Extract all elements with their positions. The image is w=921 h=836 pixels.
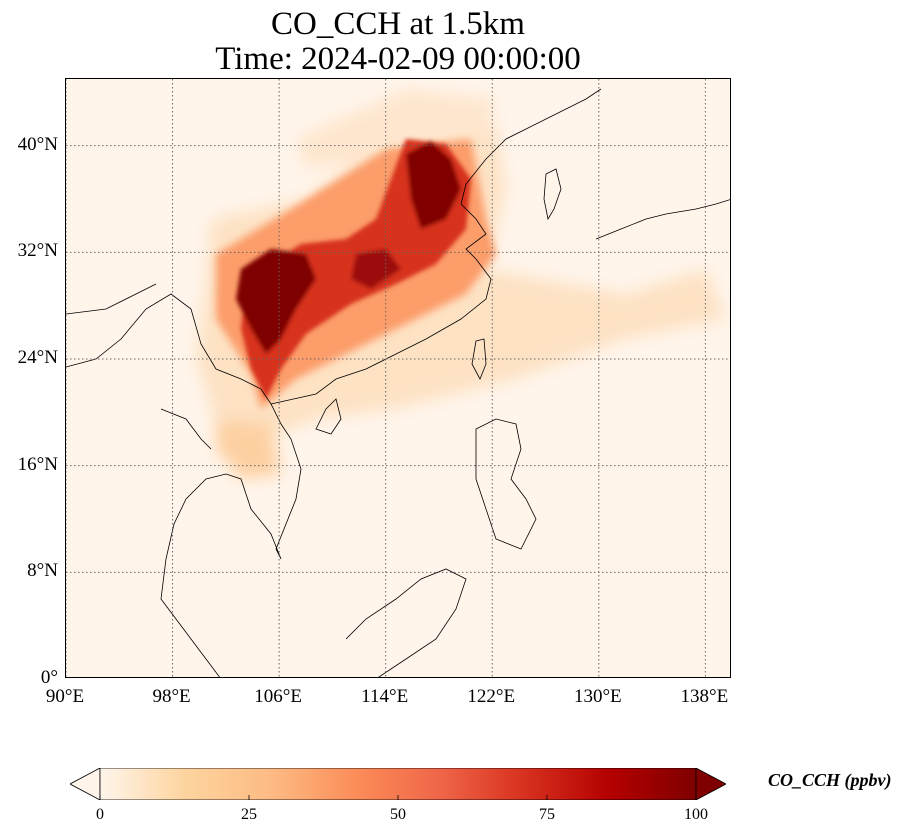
concentration-field [196,89,726,479]
field-low-southeast [216,419,281,479]
colorbar-tick-label: 25 [241,806,257,823]
longitude-tick-label: 138°E [680,686,729,707]
colorbar-tick-label: 50 [390,806,406,823]
colorbar-extend-low [70,768,101,800]
map-gridlines [66,79,730,677]
map-canvas [66,79,730,677]
field-peak-west [236,249,316,354]
longitude-tick-label: 122°E [467,686,516,707]
longitude-tick-label: 114°E [361,686,409,707]
latitude-tick-label: 0° [40,667,58,688]
map-time-subtitle: Time: 2024-02-09 00:00:00 [215,41,581,77]
map-title: CO_CCH at 1.5km [271,6,525,42]
colorbar-tick-label: 75 [539,806,555,823]
colorbar [70,768,726,800]
map-panel [65,78,731,678]
latitude-tick-label: 8°N [27,560,58,582]
longitude-tick-label: 130°E [573,686,622,707]
colorbar-tick-label: 0 [96,806,104,823]
coastlines [66,88,730,677]
latitude-tick-label: 16°N [17,453,58,475]
colorbar-label: CO_CCH (ppbv) [768,770,892,790]
colorbar-gradient [99,768,697,800]
longitude-tick-label: 90°E [45,686,85,707]
field-low-north [296,89,496,169]
colorbar-tick-label: 100 [684,806,708,823]
longitude-tick-label: 98°E [152,686,191,707]
field-peak-northeast [406,141,461,229]
longitude-tick-label: 106°E [254,686,302,707]
latitude-tick-label: 40°N [17,133,58,155]
latitude-tick-label: 24°N [17,347,58,368]
latitude-tick-label: 32°N [17,240,58,262]
field-peak-center [351,249,401,289]
colorbar-extend-high [695,768,726,800]
